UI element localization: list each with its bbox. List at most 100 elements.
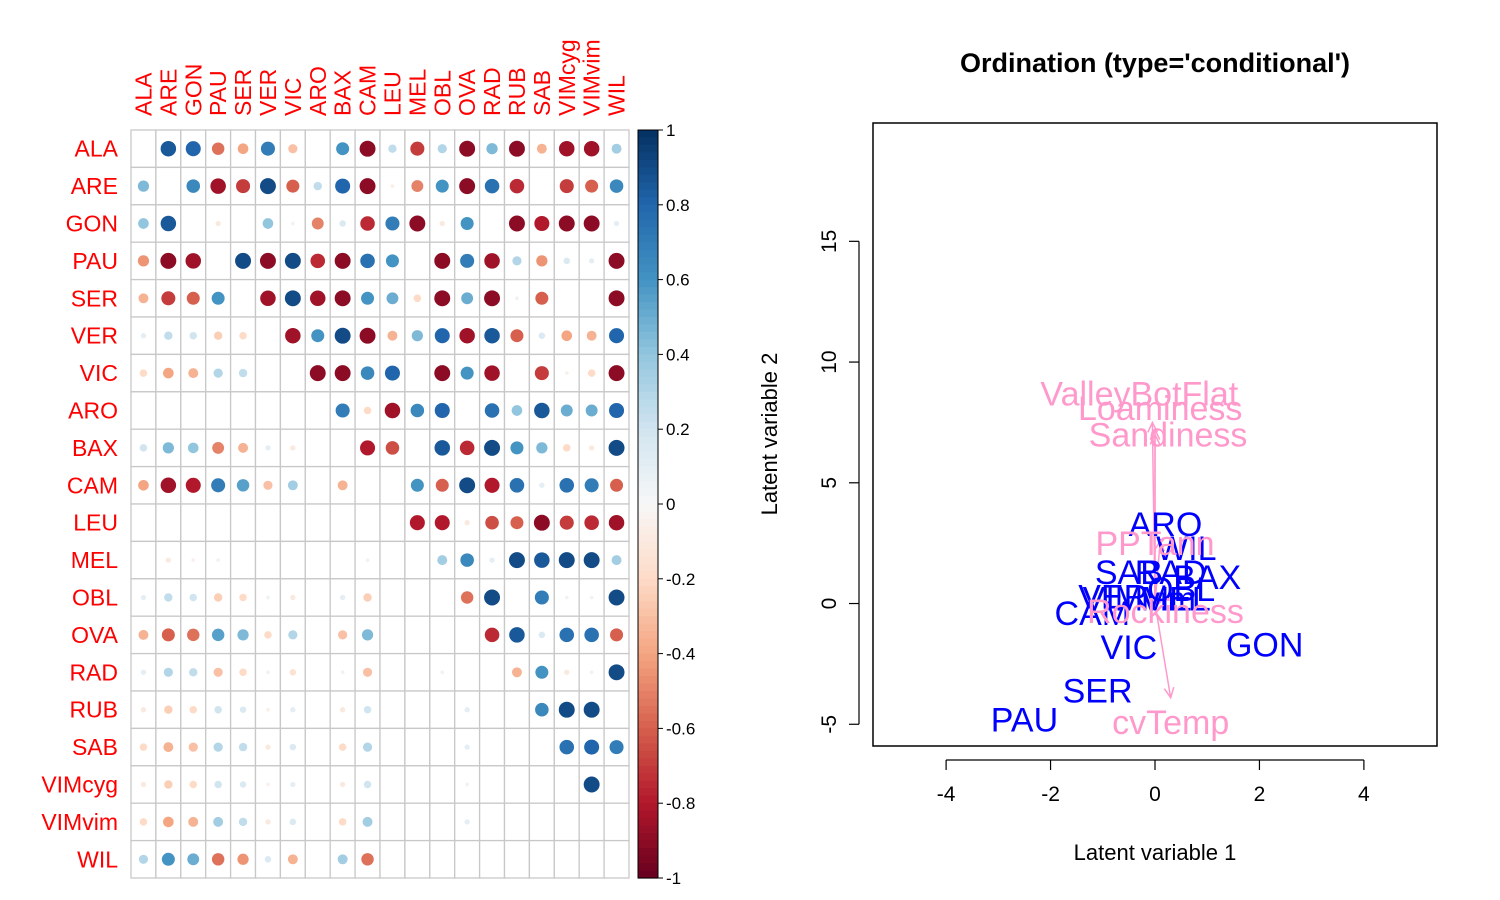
correlation-dot (560, 404, 573, 417)
correlation-dot (187, 442, 199, 454)
correlation-dot (289, 818, 297, 826)
colorbar-segment (638, 212, 658, 221)
colorbar-segment (638, 227, 658, 236)
correlation-column-label: MEL (404, 69, 430, 117)
correlation-dot (434, 515, 450, 531)
correlation-cell (429, 578, 456, 617)
correlation-dot (285, 327, 301, 344)
colorbar-segment (638, 159, 658, 168)
correlation-dot (535, 291, 549, 305)
environment-arrow-head (1149, 432, 1161, 445)
correlation-cell (180, 391, 207, 430)
correlation-dot (236, 479, 250, 492)
colorbar-segment (638, 855, 658, 864)
environment-label: Rockiness (1087, 593, 1244, 631)
correlation-cell (553, 802, 580, 842)
correlation-dot (165, 557, 172, 563)
colorbar-segment (638, 152, 658, 161)
correlation-plot: ALAAREGONPAUSERVERVICAROBAXCAMLEUMELOBLO… (41, 39, 695, 888)
correlation-cell (205, 503, 232, 543)
correlation-cell (503, 802, 531, 842)
species-label: BAX (1173, 559, 1241, 597)
correlation-column-label: VIMvim (579, 39, 605, 116)
correlation-dot (213, 593, 223, 602)
correlation-cell (379, 690, 406, 730)
correlation-dot (484, 627, 500, 643)
correlation-dot (187, 628, 200, 642)
colorbar-segment (638, 197, 658, 206)
correlation-dot (138, 479, 149, 491)
correlation-dot (214, 780, 222, 789)
correlation-dot (359, 178, 376, 195)
correlation-dot (434, 290, 451, 307)
colorbar-segment (638, 713, 658, 722)
correlation-dot (361, 291, 375, 305)
species-label: OBL (1147, 571, 1215, 609)
colorbar-tick-label: -0.2 (666, 570, 695, 589)
correlation-dot (460, 591, 474, 604)
correlation-dot (535, 665, 549, 679)
correlation-cell (304, 615, 331, 655)
colorbar-segment (638, 720, 658, 729)
correlation-cell (503, 129, 531, 169)
y-axis-tick-label: 0 (818, 598, 841, 610)
correlation-cell (454, 615, 481, 655)
correlation-dot (164, 780, 173, 789)
correlation-dot (214, 705, 222, 714)
correlation-cell (553, 765, 580, 804)
correlation-dot (384, 402, 401, 419)
ordination-y-axis: -5 0 5 10 15 (818, 230, 860, 734)
correlation-dot (138, 854, 149, 864)
colorbar-segment (638, 608, 658, 617)
colorbar-segment (638, 474, 658, 483)
correlation-dot (363, 406, 372, 415)
correlation-dot (139, 444, 148, 452)
ordination-x-axis: -4 -2 0 2 4 (937, 759, 1370, 806)
correlation-dot (535, 702, 549, 717)
correlation-dot (263, 480, 273, 490)
colorbar-segment (638, 735, 658, 744)
correlation-dot (213, 368, 223, 378)
correlation-dot (459, 140, 476, 157)
colorbar-segment (638, 489, 658, 498)
species-label: VIMvim (1083, 581, 1196, 619)
correlation-dot (459, 178, 476, 195)
environment-arrows (1147, 420, 1175, 700)
correlation-cell (279, 278, 306, 318)
correlation-dot (162, 442, 174, 454)
correlation-cell (528, 802, 555, 842)
correlation-cells (130, 129, 630, 879)
correlation-cell (229, 166, 257, 206)
correlation-cell (304, 428, 331, 468)
correlation-cell (478, 204, 506, 243)
colorbar-segment (638, 691, 658, 700)
correlation-cell (503, 353, 531, 393)
correlation-dot (588, 445, 595, 451)
species-label: CAM (1055, 595, 1131, 633)
colorbar-segment (638, 848, 658, 857)
correlation-dot (189, 780, 198, 789)
correlation-column-label: SER (230, 69, 256, 116)
correlation-dot (611, 143, 622, 154)
correlation-dot (188, 368, 199, 379)
colorbar-tick-label: 0.4 (666, 345, 690, 364)
correlation-cell (279, 353, 306, 393)
correlation-row-label: ARO (68, 398, 118, 424)
colorbar-segment (638, 533, 658, 542)
colorbar-segment (638, 130, 658, 139)
correlation-dot (161, 291, 176, 306)
x-axis-tick-label: 2 (1254, 783, 1266, 806)
correlation-dot (189, 668, 198, 677)
correlation-column-label: OVA (454, 68, 480, 116)
correlation-dot (340, 670, 345, 675)
correlation-dot (334, 290, 351, 307)
correlation-cell (180, 540, 207, 580)
correlation-dot (464, 707, 470, 713)
colorbar-segment (638, 788, 658, 797)
correlation-dot (510, 329, 524, 343)
correlation-dot (385, 441, 400, 455)
correlation-dot (265, 819, 271, 825)
correlation-dot (211, 853, 225, 866)
correlation-dot (284, 252, 301, 269)
colorbar-segment (638, 466, 658, 475)
